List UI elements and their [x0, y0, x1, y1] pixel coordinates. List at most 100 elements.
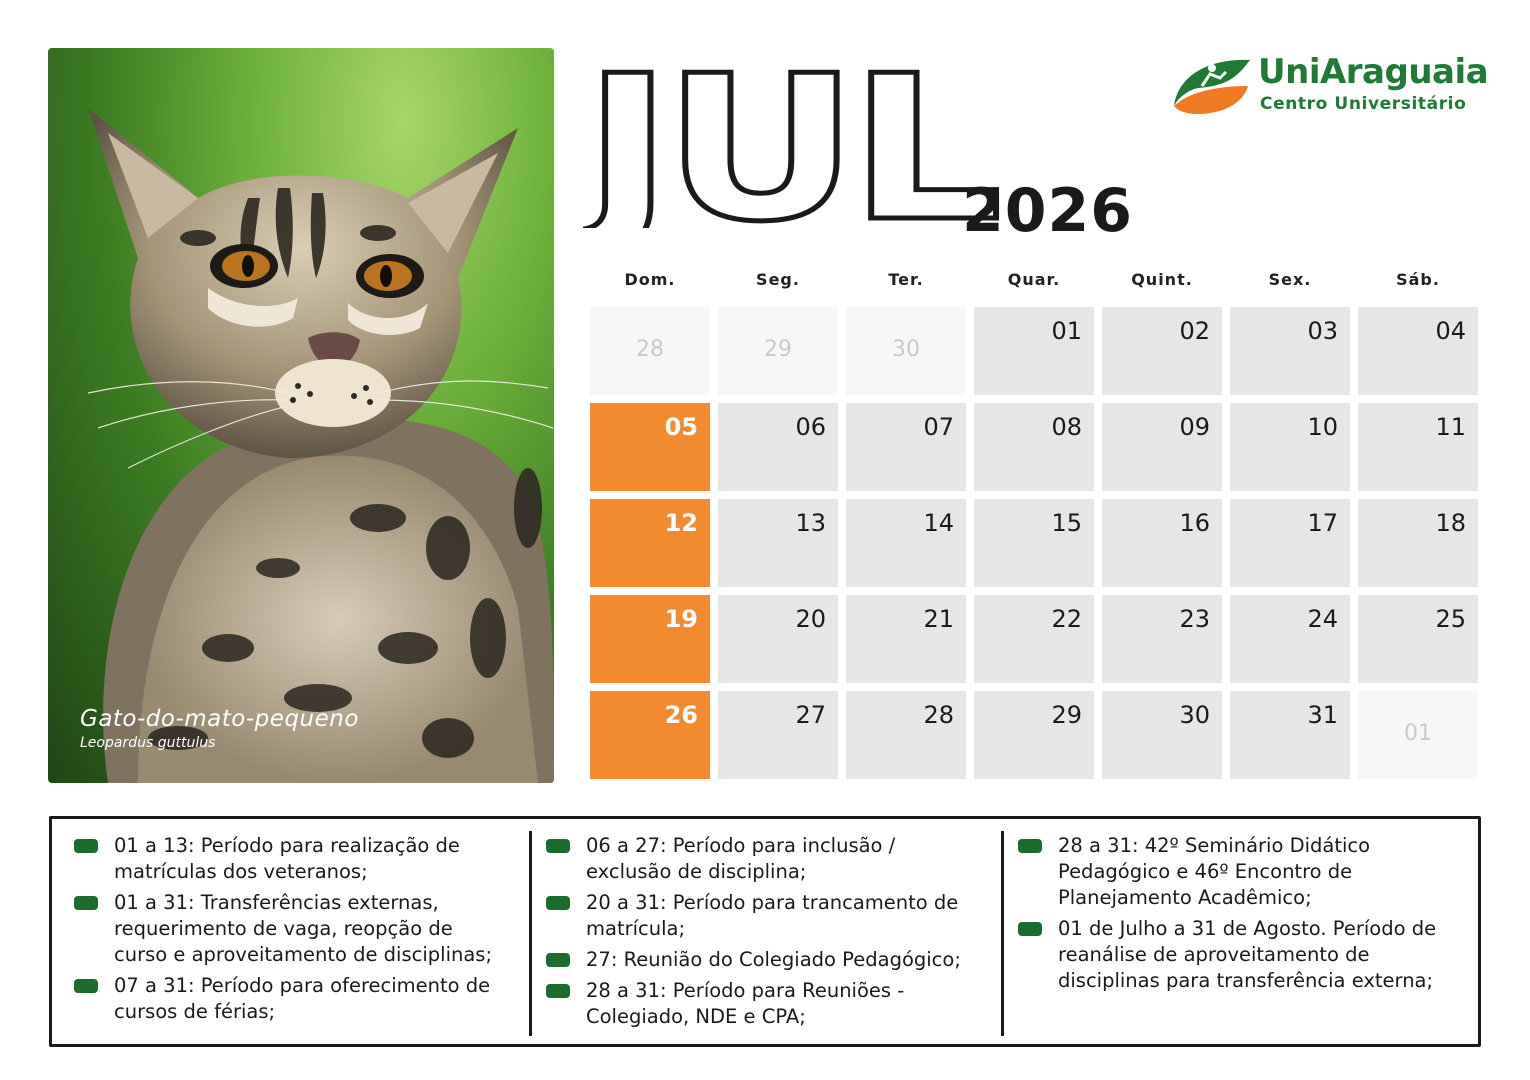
calendar-day: 24 — [1230, 595, 1350, 683]
day-number: 21 — [923, 605, 954, 633]
note-text: 27: Reunião do Colegiado Pedagógico; — [586, 948, 961, 971]
calendar-day: 18 — [1358, 499, 1478, 587]
note-bullet-icon — [1018, 922, 1042, 936]
day-number: 28 — [636, 337, 664, 362]
calendar-day: 29 — [974, 691, 1094, 779]
day-number: 19 — [664, 605, 698, 633]
calendar-day-outside-month: 29 — [718, 307, 838, 395]
note-item: 07 a 31: Período para oferecimento de cu… — [74, 973, 494, 1025]
calendar-day: 28 — [846, 691, 966, 779]
note-item: 01 de Julho a 31 de Agosto. Período de r… — [1018, 916, 1438, 994]
calendar-day-outside-month: 28 — [590, 307, 710, 395]
note-bullet-icon — [546, 896, 570, 910]
day-number: 05 — [664, 413, 698, 441]
day-number: 26 — [664, 701, 698, 729]
day-number: 18 — [1435, 509, 1466, 537]
weekday-label: Sex. — [1268, 270, 1312, 289]
calendar-day: 08 — [974, 403, 1094, 491]
calendar-day: 09 — [1102, 403, 1222, 491]
photo-scientific-name: Leopardus guttulus — [80, 735, 216, 751]
day-number: 01 — [1051, 317, 1082, 345]
note-text: 20 a 31: Período para trancamento de mat… — [586, 891, 959, 940]
month-title: JUL — [566, 31, 1007, 269]
photo-common-name: Gato-do-mato-pequeno — [80, 706, 359, 732]
calendar-day: 11 — [1358, 403, 1478, 491]
day-number: 25 — [1435, 605, 1466, 633]
day-number: 27 — [795, 701, 826, 729]
note-text: 06 a 27: Período para inclusão / exclusã… — [586, 834, 896, 883]
note-bullet-icon — [546, 953, 570, 967]
note-item: 06 a 27: Período para inclusão / exclusã… — [546, 833, 966, 885]
day-number: 10 — [1307, 413, 1338, 441]
calendar-day: 10 — [1230, 403, 1350, 491]
weekday-label: Sáb. — [1396, 270, 1440, 289]
note-item: 28 a 31: Período para Reuniões - Colegia… — [546, 978, 966, 1030]
calendar-day-outside-month: 01 — [1358, 691, 1478, 779]
wildcat-illustration — [87, 108, 554, 783]
weekday-label: Quar. — [1007, 270, 1061, 289]
month-title-text: JUL — [583, 58, 996, 228]
calendar-day: 22 — [974, 595, 1094, 683]
day-number: 16 — [1179, 509, 1210, 537]
calendar-day-sunday: 12 — [590, 499, 710, 587]
note-bullet-icon — [74, 979, 98, 993]
calendar-day: 03 — [1230, 307, 1350, 395]
note-bullet-icon — [74, 839, 98, 853]
day-number: 15 — [1051, 509, 1082, 537]
note-item: 28 a 31: 42º Seminário Didático Pedagógi… — [1018, 833, 1438, 911]
note-item: 01 a 13: Período para realização de matr… — [74, 833, 494, 885]
day-number: 07 — [923, 413, 954, 441]
note-text: 01 a 31: Transferências externas, requer… — [114, 891, 493, 966]
calendar-day-outside-month: 30 — [846, 307, 966, 395]
day-number: 31 — [1307, 701, 1338, 729]
note-bullet-icon — [74, 896, 98, 910]
note-bullet-icon — [546, 984, 570, 998]
weekday-label: Quint. — [1131, 270, 1193, 289]
day-number: 13 — [795, 509, 826, 537]
logo-title: UniAraguaia — [1258, 52, 1489, 92]
note-item: 27: Reunião do Colegiado Pedagógico; — [546, 947, 966, 973]
calendar-day: 06 — [718, 403, 838, 491]
day-number: 02 — [1179, 317, 1210, 345]
note-item: 01 a 31: Transferências externas, requer… — [74, 890, 494, 968]
logo-subtitle: Centro Universitário — [1260, 94, 1467, 114]
notes-column: 28 a 31: 42º Seminário Didático Pedagógi… — [1018, 833, 1438, 999]
note-text: 28 a 31: Período para Reuniões - Colegia… — [586, 979, 905, 1028]
weekday-label: Dom. — [624, 270, 676, 289]
day-number: 22 — [1051, 605, 1082, 633]
calendar-day: 27 — [718, 691, 838, 779]
day-number: 11 — [1435, 413, 1466, 441]
day-number: 12 — [664, 509, 698, 537]
notes-box: 01 a 13: Período para realização de matr… — [49, 816, 1481, 1047]
calendar-day: 21 — [846, 595, 966, 683]
notes-column: 06 a 27: Período para inclusão / exclusã… — [546, 833, 966, 1035]
notes-column-divider — [1001, 831, 1004, 1036]
note-text: 28 a 31: 42º Seminário Didático Pedagógi… — [1058, 834, 1371, 909]
notes-column: 01 a 13: Período para realização de matr… — [74, 833, 494, 1030]
notes-column-divider — [529, 831, 532, 1036]
day-number: 20 — [795, 605, 826, 633]
day-number: 24 — [1307, 605, 1338, 633]
calendar-day: 20 — [718, 595, 838, 683]
calendar-day: 01 — [974, 307, 1094, 395]
calendar-day: 25 — [1358, 595, 1478, 683]
note-item: 20 a 31: Período para trancamento de mat… — [546, 890, 966, 942]
day-number: 14 — [923, 509, 954, 537]
day-number: 01 — [1404, 721, 1432, 746]
calendar-day-sunday: 26 — [590, 691, 710, 779]
day-number: 09 — [1179, 413, 1210, 441]
day-number: 17 — [1307, 509, 1338, 537]
calendar-day-sunday: 19 — [590, 595, 710, 683]
day-number: 30 — [892, 337, 920, 362]
weekday-label: Ter. — [888, 270, 924, 289]
note-bullet-icon — [546, 839, 570, 853]
day-number: 29 — [1051, 701, 1082, 729]
day-number: 23 — [1179, 605, 1210, 633]
calendar-day: 13 — [718, 499, 838, 587]
year-title: 2026 — [962, 176, 1133, 246]
calendar-day: 23 — [1102, 595, 1222, 683]
calendar-day-sunday: 05 — [590, 403, 710, 491]
day-number: 28 — [923, 701, 954, 729]
calendar-day: 07 — [846, 403, 966, 491]
note-bullet-icon — [1018, 839, 1042, 853]
